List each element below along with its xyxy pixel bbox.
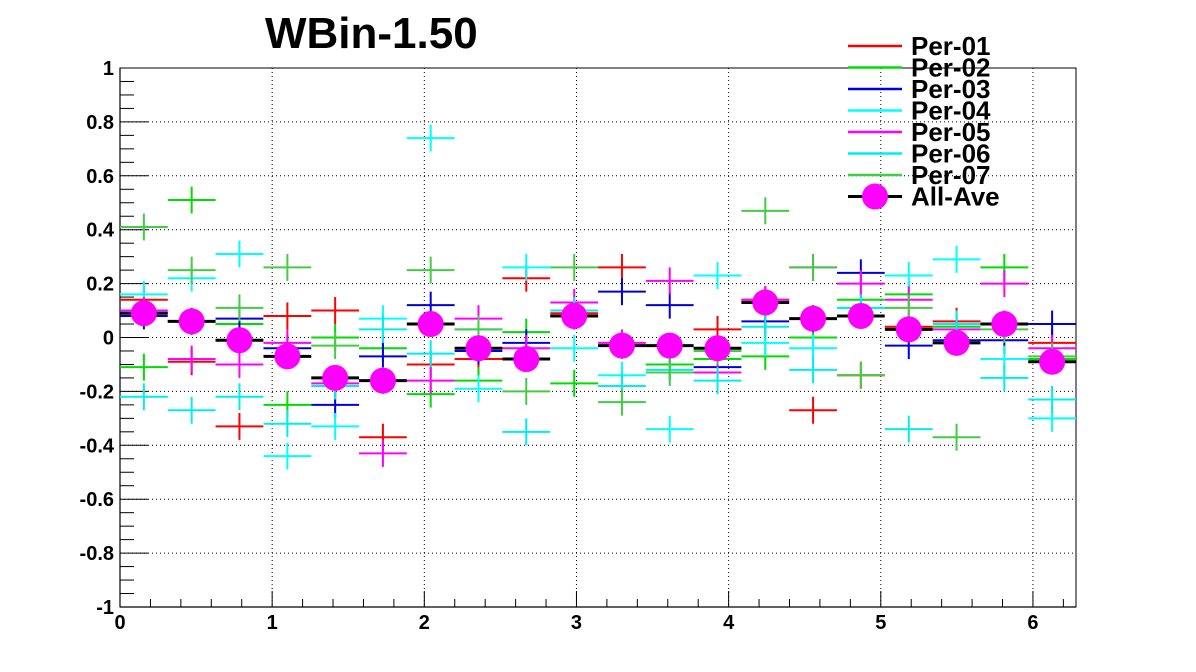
legend-label: Per-05 (911, 117, 991, 147)
data-point (991, 311, 1018, 338)
x-tick-label: 1 (267, 612, 278, 634)
legend-entry-per-01: Per-01 (848, 31, 991, 61)
y-tick-label: 0 (103, 328, 114, 350)
legend-label: Per-01 (911, 31, 991, 61)
data-point (274, 343, 301, 370)
legend-label: Per-02 (911, 53, 991, 83)
y-tick-label: 0.4 (86, 220, 115, 242)
data-point (752, 289, 779, 316)
legend-entry-per-04: Per-04 (848, 96, 991, 126)
y-tick-label: -0.2 (80, 381, 114, 403)
y-tick-label: 0.2 (86, 274, 114, 296)
legend-entry-per-07: Per-07 (848, 160, 991, 190)
data-point (465, 335, 492, 362)
x-tick-label: 5 (875, 612, 886, 634)
y-tick-label: -0.8 (80, 543, 114, 565)
series-per-06 (120, 294, 1076, 446)
data-point (226, 327, 253, 354)
legend-entry-per-05: Per-05 (848, 117, 991, 147)
legend: Per-01Per-02Per-03Per-04Per-05Per-06Per-… (848, 31, 1000, 212)
data-point (800, 305, 827, 332)
data-point (561, 302, 588, 329)
y-tick-label: -1 (96, 597, 114, 619)
x-tick-label: 3 (571, 612, 582, 634)
chart-title: WBin-1.50 (265, 9, 478, 58)
data-point (656, 332, 683, 359)
y-tick-label: 0.6 (86, 166, 114, 188)
legend-label: Per-04 (911, 96, 991, 126)
data-point (130, 300, 157, 327)
legend-entry-all-ave: All-Ave (848, 182, 1000, 212)
data-point (943, 329, 970, 356)
legend-entry-per-06: Per-06 (848, 139, 991, 169)
data-point (847, 302, 874, 329)
legend-entry-per-03: Per-03 (848, 74, 991, 104)
x-tick-label: 0 (114, 612, 125, 634)
x-tick-label: 2 (419, 612, 430, 634)
series-layer (120, 124, 1076, 470)
data-point (369, 367, 396, 394)
data-point (1039, 348, 1066, 375)
legend-label: Per-07 (911, 160, 991, 190)
data-point (608, 332, 635, 359)
legend-label: All-Ave (911, 182, 1000, 212)
legend-label: Per-06 (911, 139, 991, 169)
legend-entry-per-02: Per-02 (848, 53, 991, 83)
series-all-ave (120, 289, 1076, 394)
y-tick-label: -0.6 (80, 489, 114, 511)
axes: -1 -0.8 -0.6 -0.4 -0.2 0 0.2 0.4 0.6 0.8 1 0 1 2 3 4 5 6 (80, 58, 1076, 634)
y-tick-label: 0.8 (86, 112, 114, 134)
x-tick-label: 6 (1027, 612, 1038, 634)
y-tick-label: -0.4 (80, 435, 115, 457)
x-tick-label: 4 (723, 612, 735, 634)
data-point (417, 311, 444, 338)
data-point (513, 346, 540, 373)
data-point (704, 335, 731, 362)
legend-label: Per-03 (911, 74, 991, 104)
legend-marker (862, 183, 888, 210)
y-tick-label: 1 (103, 58, 114, 80)
data-point (895, 316, 922, 343)
data-point (178, 308, 205, 335)
data-point (322, 364, 349, 391)
